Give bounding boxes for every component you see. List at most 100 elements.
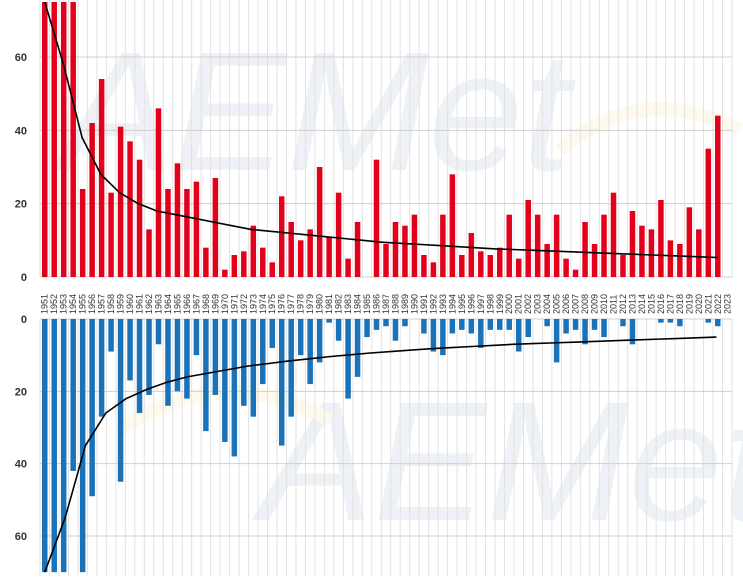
bar — [165, 319, 171, 406]
bar — [335, 319, 342, 341]
x-tick-label: 1983 — [343, 294, 353, 314]
x-tick-label: 1996 — [466, 294, 476, 314]
x-tick-label: 2000 — [504, 294, 514, 314]
bar — [544, 244, 550, 277]
trend-line — [43, 336, 717, 573]
x-tick-label: 1954 — [68, 294, 78, 314]
y-tick-label: 40 — [15, 459, 27, 471]
bar — [620, 319, 626, 327]
x-tick-label: 2013 — [627, 294, 637, 314]
x-tick-label: 1980 — [315, 294, 325, 314]
bar — [155, 319, 162, 345]
x-tick-label: 2003 — [533, 294, 543, 314]
x-tick-label: 2005 — [552, 294, 562, 314]
trend-line — [43, 1, 719, 259]
bar — [601, 214, 607, 277]
y-tick-label: 60 — [15, 531, 27, 543]
bar — [60, 2, 67, 277]
bar — [260, 319, 266, 385]
bar — [677, 319, 683, 327]
x-tick-label: 2019 — [684, 294, 694, 314]
x-tick-label: 2002 — [523, 294, 533, 314]
bar — [544, 319, 550, 327]
bar — [591, 319, 598, 330]
bar — [51, 319, 57, 573]
bar — [667, 319, 674, 323]
bar — [222, 269, 228, 277]
bar — [373, 319, 380, 330]
bar — [316, 167, 323, 277]
bar — [269, 319, 275, 348]
x-tick-label: 1997 — [476, 294, 486, 314]
bar — [553, 319, 560, 363]
x-tick-label: 2004 — [542, 294, 552, 314]
x-tick-label: 1981 — [324, 294, 334, 314]
bar — [658, 200, 664, 277]
bar — [326, 319, 332, 323]
bar — [421, 255, 427, 277]
bar — [212, 178, 219, 277]
bar — [364, 319, 370, 338]
bar — [41, 319, 48, 573]
x-tick-label: 2022 — [713, 294, 723, 314]
bar — [497, 247, 503, 277]
bar — [70, 319, 76, 471]
bottom-chart: 0 20 40 60 — [15, 314, 733, 576]
x-tick-label: 1999 — [495, 294, 505, 314]
x-tick-label: 1956 — [87, 294, 97, 314]
bar — [231, 319, 238, 457]
bar — [241, 251, 247, 277]
bar — [601, 319, 607, 338]
y-tick-label: 40 — [15, 125, 27, 137]
bar — [297, 240, 304, 277]
bar — [117, 126, 124, 277]
bar — [506, 214, 512, 277]
x-tick-label: 2021 — [703, 294, 713, 314]
aemet-watermark: AEMet AEMet — [51, 17, 743, 557]
x-tick-label: 2006 — [561, 294, 571, 314]
bar — [345, 319, 351, 399]
bar — [335, 192, 342, 277]
x-tick-label: 2014 — [637, 294, 647, 314]
bar — [487, 255, 494, 277]
bar — [70, 2, 76, 277]
bar — [411, 214, 418, 277]
x-tick-label: 1995 — [457, 294, 467, 314]
bar — [648, 229, 655, 277]
bar — [430, 319, 437, 352]
x-tick-label: 1998 — [485, 294, 495, 314]
x-tick-label: 2007 — [571, 294, 581, 314]
bar — [307, 229, 313, 277]
bar — [563, 319, 569, 334]
x-tick-label: 1975 — [267, 294, 277, 314]
bar — [591, 244, 598, 277]
x-tick-label: 1988 — [390, 294, 400, 314]
bar — [89, 123, 95, 277]
y-tick-label: 0 — [21, 314, 27, 326]
x-tick-label: 2016 — [656, 294, 666, 314]
y-tick-label: 0 — [21, 272, 27, 284]
bar — [174, 319, 181, 392]
bar — [572, 319, 579, 330]
bar — [421, 319, 427, 334]
bar — [174, 163, 181, 277]
bar — [250, 319, 257, 417]
bar — [307, 319, 313, 385]
y-tick-label: 60 — [15, 52, 27, 64]
x-tick-label: 1955 — [78, 294, 88, 314]
x-tick-label: 2008 — [580, 294, 590, 314]
x-tick-label: 2001 — [514, 294, 524, 314]
bar — [193, 181, 200, 277]
x-tick-label: 1962 — [144, 294, 154, 314]
bar — [184, 319, 190, 399]
x-tick-label: 1978 — [296, 294, 306, 314]
bar — [231, 255, 238, 277]
bar — [392, 222, 399, 277]
bar — [440, 319, 446, 356]
bar — [297, 319, 304, 356]
bar — [468, 319, 475, 334]
bar — [316, 319, 323, 363]
x-tick-label: 1972 — [239, 294, 249, 314]
